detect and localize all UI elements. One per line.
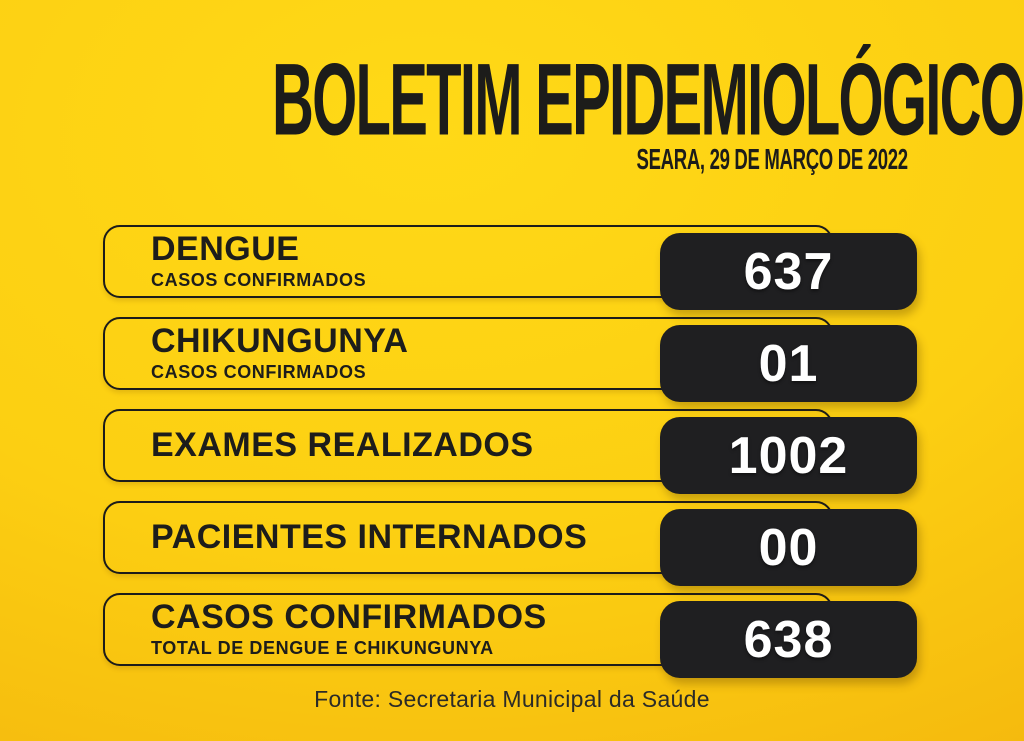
stat-value: 1002 — [728, 426, 849, 485]
page-title: BOLETIM EPIDEMIOLÓGICO — [0, 42, 1024, 158]
stat-sublabel: TOTAL DE DENGUE E CHIKUNGUNYA — [151, 637, 494, 658]
stat-sublabel: CASOS CONFIRMADOS — [151, 269, 367, 290]
stat-label: CASOS CONFIRMADOS — [151, 597, 547, 636]
page-title-text: BOLETIM EPIDEMIOLÓGICO — [271, 42, 1024, 158]
stat-sublabel: CASOS CONFIRMADOS — [151, 361, 367, 382]
stat-row: EXAMES REALIZADOS 1002 — [103, 409, 917, 494]
bulletin-date: SEARA, 29 DE MARÇO DE 2022 — [484, 144, 909, 176]
stat-value: 637 — [743, 242, 834, 301]
stat-row: PACIENTES INTERNADOS 00 — [103, 501, 917, 586]
stats-list: DENGUE CASOS CONFIRMADOS 637 CHIKUNGUNYA… — [103, 225, 917, 685]
stat-value: 638 — [743, 610, 834, 669]
source-note: Fonte: Secretaria Municipal da Saúde — [314, 686, 710, 712]
stat-label: PACIENTES INTERNADOS — [151, 517, 588, 556]
stat-value-box: 638 — [660, 601, 917, 678]
stat-value-box: 637 — [660, 233, 917, 310]
stat-value-box: 01 — [660, 325, 917, 402]
stat-label-box: DENGUE CASOS CONFIRMADOS — [103, 225, 833, 298]
stat-value-box: 1002 — [660, 417, 917, 494]
stat-label: DENGUE — [151, 229, 300, 268]
stat-value: 01 — [758, 334, 819, 393]
stat-row: DENGUE CASOS CONFIRMADOS 637 — [103, 225, 917, 310]
stat-label: EXAMES REALIZADOS — [151, 425, 534, 464]
stat-label-box: EXAMES REALIZADOS — [103, 409, 833, 482]
stat-row: CASOS CONFIRMADOS TOTAL DE DENGUE E CHIK… — [103, 593, 917, 678]
stat-value: 00 — [758, 518, 819, 577]
bulletin-date-text: SEARA, 29 DE MARÇO DE 2022 — [636, 144, 909, 176]
stat-row: CHIKUNGUNYA CASOS CONFIRMADOS 01 — [103, 317, 917, 402]
stat-label: CHIKUNGUNYA — [151, 321, 409, 360]
stat-label-box: CASOS CONFIRMADOS TOTAL DE DENGUE E CHIK… — [103, 593, 833, 666]
stat-value-box: 00 — [660, 509, 917, 586]
